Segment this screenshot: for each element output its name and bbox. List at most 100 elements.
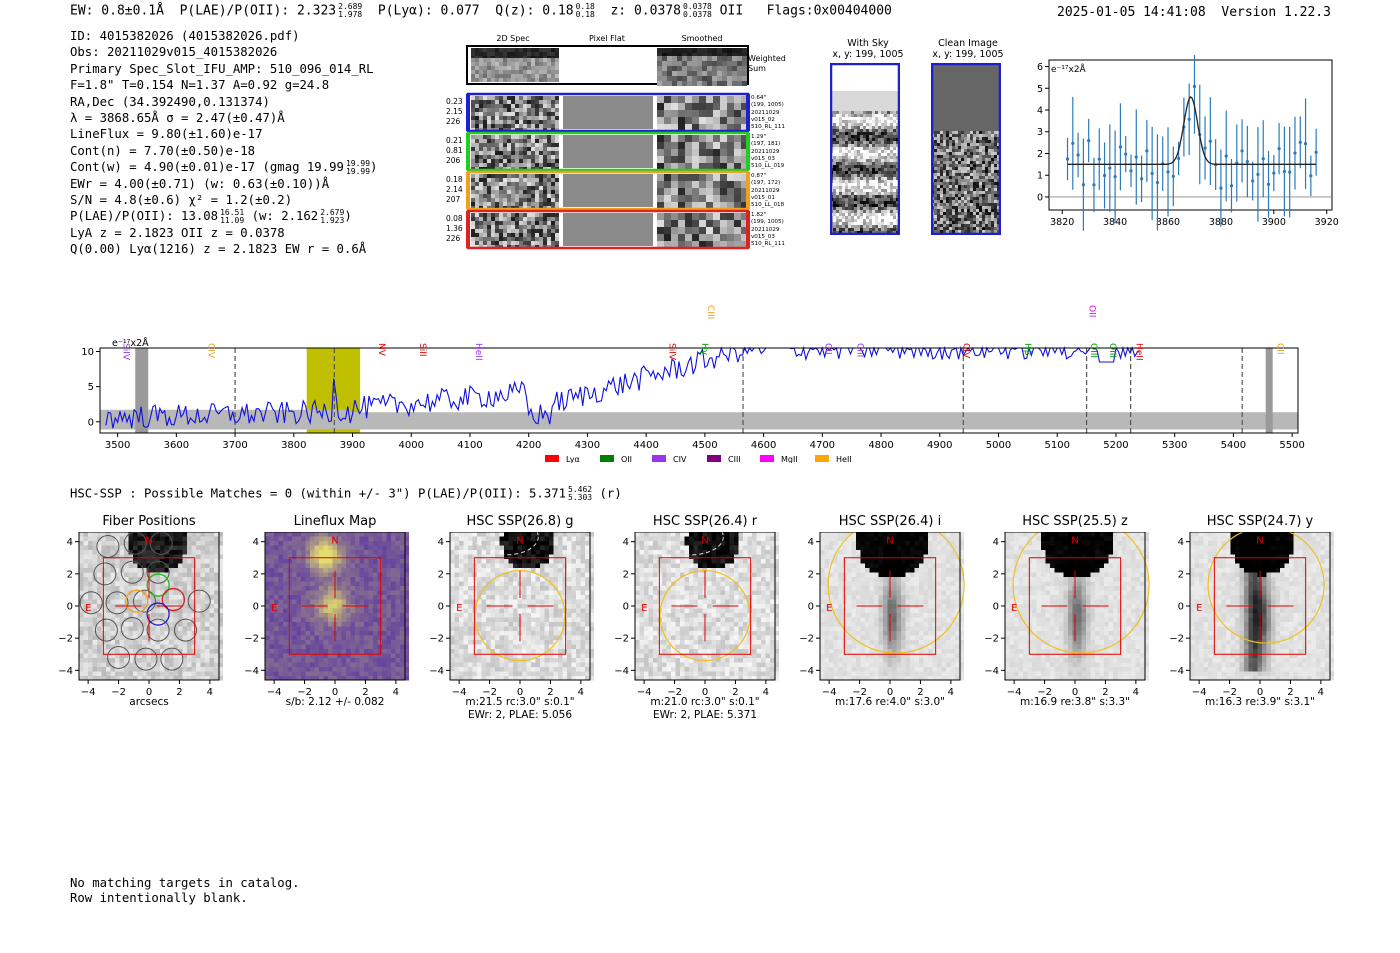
cutout-xtick: 4	[207, 687, 213, 698]
legend-entry: Lyα	[566, 455, 580, 463]
cutout-xtick: −2	[482, 687, 497, 698]
info-obs: Obs: 20211029v015_4015382026	[70, 45, 278, 60]
north-label: N	[331, 535, 338, 546]
info-contn: Cont(n) = 7.70(±0.50)e-18	[70, 143, 256, 158]
spec2d-row-right-label: 0.87" (197, 172) 20211029 v015_01 510_LL_018	[751, 173, 785, 209]
cutout-title: Lineflux Map	[293, 514, 377, 529]
cutout-ytick: 0	[623, 602, 629, 613]
emission-line-label: OIII	[1088, 343, 1098, 358]
emission-line-label: CIII	[855, 343, 865, 357]
emission-line-label: Hγ	[699, 343, 709, 356]
legend-entry: HeII	[836, 455, 852, 463]
info-id: ID: 4015382026 (4015382026.pdf)	[70, 29, 300, 43]
cutout-ytick: −4	[244, 666, 259, 677]
cutout-caption: m:21.5 rc:3.0" s:0.1"	[465, 696, 575, 708]
east-label: E	[826, 603, 832, 614]
spec2d-row-left-label: 0.23 2.15 226	[446, 97, 463, 126]
cutout-ytick: −2	[429, 634, 444, 645]
emission-line-label: CIII	[705, 305, 715, 319]
cutout-xtick: 4	[1318, 687, 1324, 698]
emission-line-label: SiIV	[667, 343, 677, 361]
north-label: N	[1256, 535, 1263, 546]
line-fit-unit: e⁻¹⁷x2Å	[1051, 63, 1087, 75]
legend-entry: CIV	[673, 455, 687, 463]
cutout-image: N E −4 −2 0 2 4 4 2 0 −2 −4	[429, 532, 594, 698]
cutout-ytick: −4	[614, 666, 629, 677]
header-z-line: OII	[719, 3, 744, 19]
full-spec-xtick: 4800	[868, 440, 893, 451]
line-fit-ytick: 4	[1037, 106, 1043, 117]
cutout-ytick: −2	[1169, 634, 1184, 645]
full-spec-xtick: 4000	[399, 440, 424, 451]
full-spec-xtick: 5000	[986, 440, 1011, 451]
full-spec-unit: e⁻¹⁷x2Å	[112, 337, 149, 349]
full-spec-xtick: 4600	[751, 440, 776, 451]
spec2d-row-left-label: 0.18 2.14 207	[446, 175, 463, 204]
cutout-xtick: 2	[1102, 687, 1108, 698]
full-spec-xtick: 4200	[516, 440, 541, 451]
north-label: N	[886, 535, 893, 546]
cutout-ytick: 0	[808, 602, 814, 613]
cutout-xtick: 0	[887, 687, 893, 698]
cutout-xtick: −2	[111, 687, 126, 698]
cutout-ytick: −2	[58, 634, 73, 645]
cutout-ytick: −4	[429, 666, 444, 677]
cutout-caption: m:21.0 rc:3.0" s:0.1"	[650, 696, 760, 708]
line-fit-xtick: 3900	[1262, 217, 1286, 228]
info-lambda: λ = 3868.65Å σ = 2.47(±0.47)Å	[70, 110, 285, 125]
info-ewr: EWr = 4.00(±0.71) (w: 0.63(±0.10))Å	[70, 176, 330, 191]
cutout-ytick: 2	[253, 569, 259, 580]
cutout-title: Fiber Positions	[102, 514, 196, 529]
cutout-ytick: 0	[993, 602, 999, 613]
cutout-xtick: −4	[452, 687, 467, 698]
emission-line-label: CII	[1275, 343, 1285, 355]
cutout-title: HSC SSP(26.4) r	[652, 514, 758, 529]
catalog-note-line2: Row intentionally blank.	[70, 891, 248, 905]
header-flags: Flags:0x00404000	[766, 3, 892, 19]
cutout-title: HSC SSP(25.5) z	[1022, 514, 1128, 529]
line-fit-ytick: 3	[1037, 127, 1043, 138]
cutout-image: N E −4 −2 0 2 4 4 2 0 −2 −4	[244, 532, 409, 698]
cutout-xtick: −2	[1037, 687, 1052, 698]
cutout-caption-2: EWr: 2, PLAE: 5.371	[652, 709, 758, 721]
spec2d-row-left-label: 0.08 1.36 226	[446, 214, 463, 243]
header-plae: P(LAE)/P(OII): 2.323	[179, 3, 337, 19]
emission-line-label: CIV	[206, 343, 216, 359]
clean-image	[931, 63, 1001, 235]
header-qz: Q(z): 0.18	[495, 3, 574, 19]
cutout-xtick: 2	[362, 687, 368, 698]
full-spec-xtick: 4500	[692, 440, 717, 451]
header-summary: EW: 0.8±0.1Å P(LAE)/P(OII): 2.323 2.689 1.…	[70, 3, 892, 19]
cutout-ytick: −2	[984, 634, 999, 645]
cutout-ytick: 4	[438, 537, 444, 548]
header-timestamp: 2025-01-05 14:41:08	[1057, 5, 1206, 20]
north-label: N	[145, 535, 152, 546]
cutout-xtick: 2	[547, 687, 553, 698]
cutout-xtick: 4	[948, 687, 954, 698]
cutout-xtick: 2	[917, 687, 923, 698]
info-q: Q(0.00) Lyα(1216) z = 2.1823 EW r = 0.6Å	[70, 242, 367, 257]
cutout-xtick: −4	[637, 687, 652, 698]
info-lya: LyA z = 2.1823 OII z = 0.0378	[70, 225, 285, 240]
catalog-note-line1: No matching targets in catalog.	[70, 876, 300, 890]
header-plya: P(Lyα): 0.077	[377, 3, 480, 19]
cutout-xtick: −2	[297, 687, 312, 698]
emission-line-label: OIII	[1107, 343, 1117, 358]
cutout-ytick: 4	[623, 537, 629, 548]
cutout-xtick: 4	[1133, 687, 1139, 698]
cutout-ytick: 4	[808, 537, 814, 548]
line-fit-ytick: 0	[1037, 192, 1043, 203]
emission-line-label: NV	[376, 343, 386, 357]
full-spec-xtick: 4100	[457, 440, 482, 451]
cutout-title: HSC SSP(26.8) g	[466, 514, 574, 529]
cutout-xtick: −4	[1007, 687, 1022, 698]
cutout-xtick: 2	[176, 687, 182, 698]
line-fit-ytick: 1	[1037, 171, 1043, 182]
cutout-ytick: −2	[244, 634, 259, 645]
header-ew: EW: 0.8±0.1Å	[70, 3, 164, 19]
header-z-range: 0.0378 0.0378	[682, 2, 712, 19]
cutout-ytick: 4	[993, 537, 999, 548]
cutout-xtick: 0	[332, 687, 338, 698]
north-label: N	[1071, 535, 1078, 546]
cutout-xtick: 0	[1257, 687, 1263, 698]
